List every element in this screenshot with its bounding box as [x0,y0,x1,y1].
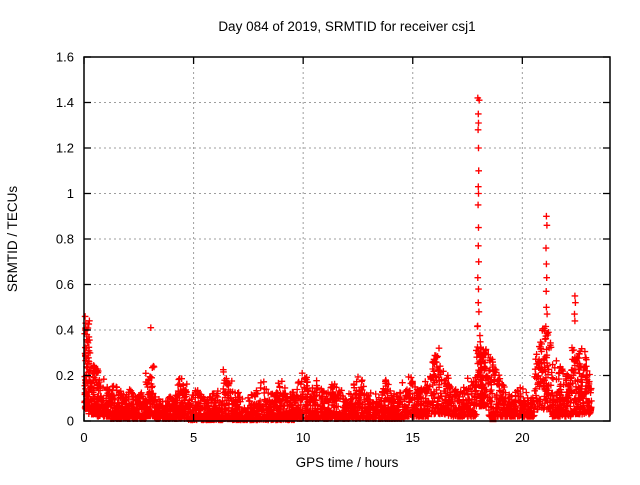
y-axis-label: SRMTID / TECUs [5,186,20,293]
x-tick-label: 10 [296,430,310,445]
x-tick-label: 15 [406,430,420,445]
data-points [81,317,595,424]
scatter-points-path [81,317,595,424]
y-tick-label: 0 [67,414,74,429]
filled-square-marker [489,415,497,423]
y-tick-label: 1 [67,186,74,201]
chart-title: Day 084 of 2019, SRMTID for receiver csj… [218,19,475,34]
y-tick-label: 0.4 [56,323,74,338]
x-tick-labels: 0 5 10 15 20 [80,430,529,445]
y-tick-label: 0.8 [56,232,74,247]
y-tick-label: 0.6 [56,277,74,292]
outlier-points [81,94,579,352]
x-axis-label: GPS time / hours [296,455,399,470]
y-tick-label: 1.2 [56,141,74,156]
x-tick-label: 5 [190,430,197,445]
y-tick-label: 1.4 [56,95,74,110]
axis-ticks [83,56,610,422]
y-tick-label: 1.6 [56,50,74,65]
square-markers [226,415,497,423]
y-tick-label: 0.2 [56,368,74,383]
plot-border [83,56,611,422]
gridlines [84,57,610,421]
x-tick-label: 0 [80,430,87,445]
filled-square-marker [226,415,234,423]
outlier-points-path [81,94,579,352]
y-tick-labels: 0 0.2 0.4 0.6 0.8 1 1.2 1.4 1.6 [56,50,74,429]
x-tick-label: 20 [515,430,529,445]
